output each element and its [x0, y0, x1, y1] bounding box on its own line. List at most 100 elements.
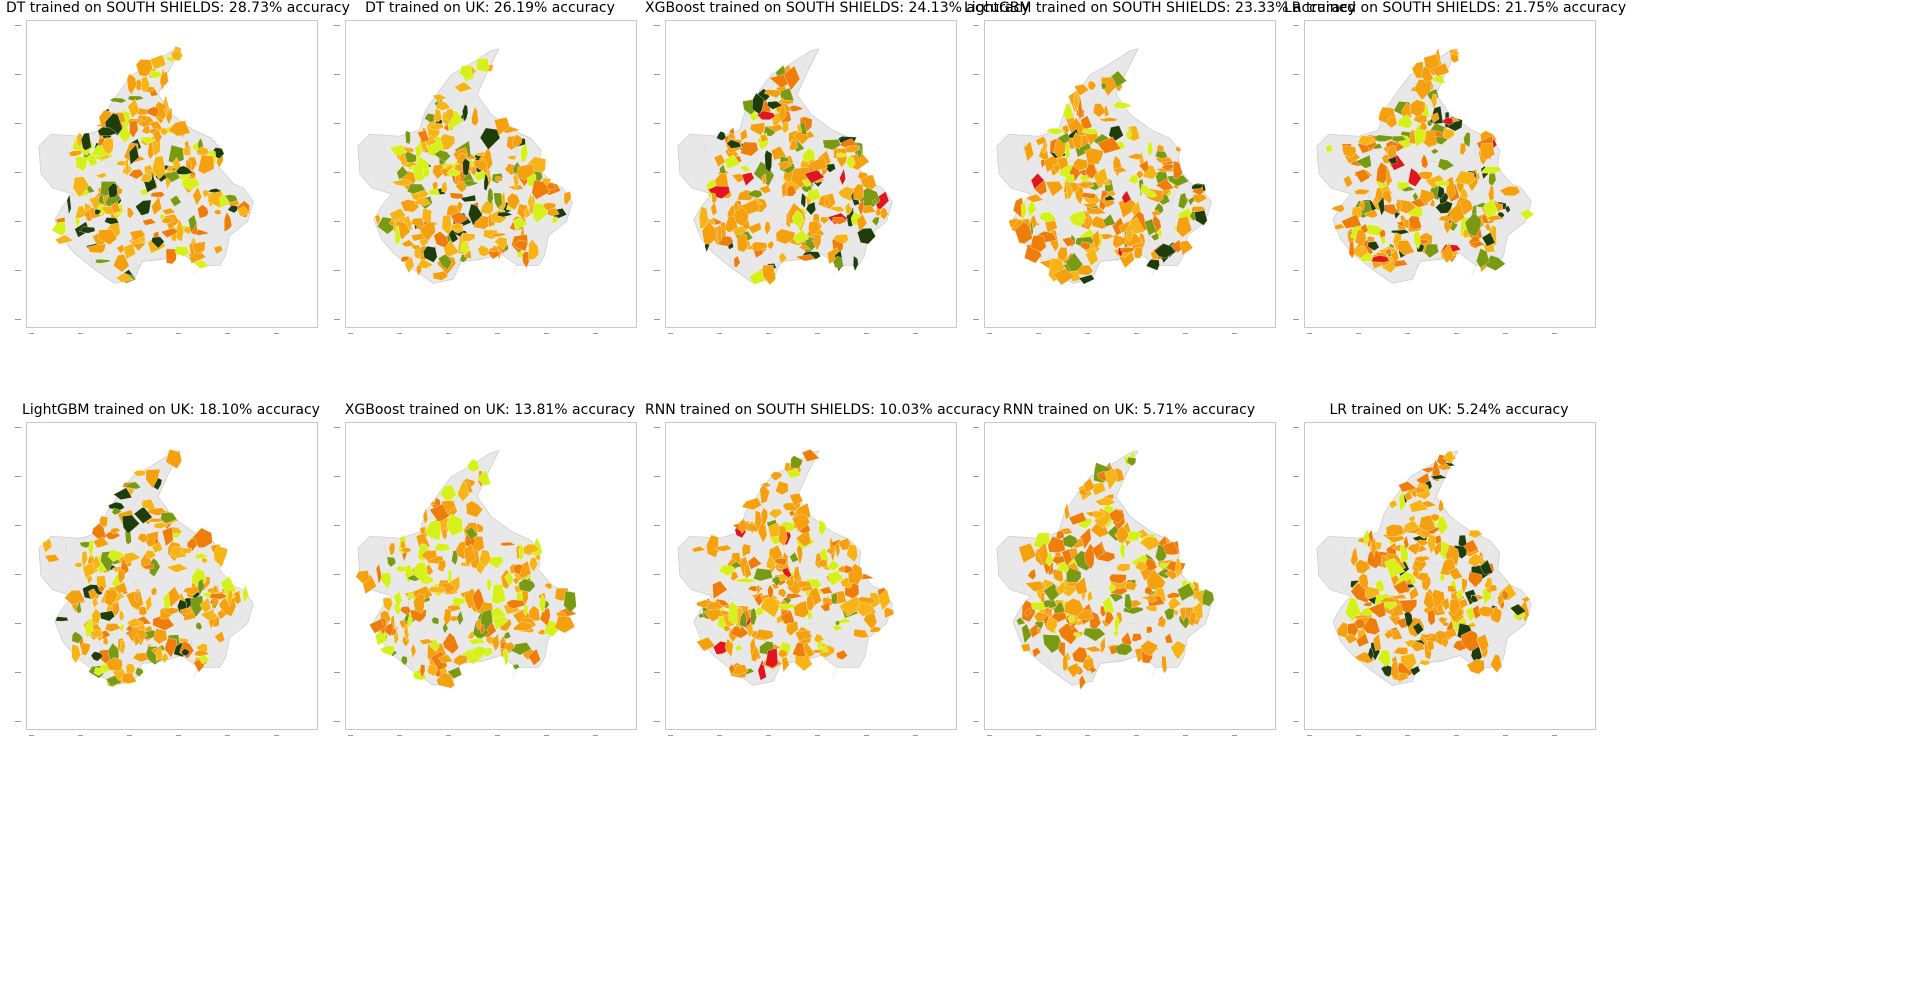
- area-patch: [192, 241, 206, 255]
- x-axis-ticks: [346, 329, 636, 339]
- area-patch: [411, 561, 429, 583]
- area-patch: [1403, 519, 1420, 533]
- area-boundary: [768, 665, 781, 675]
- x-tick: [225, 735, 230, 736]
- area-patch: [1390, 660, 1400, 681]
- y-tick: [334, 476, 340, 477]
- area-boundary: [88, 191, 92, 205]
- y-tick: [973, 672, 979, 673]
- area-patch: [1014, 221, 1033, 244]
- area-patch: [771, 575, 782, 587]
- area-patch: [119, 623, 125, 633]
- area-patch: [137, 533, 149, 544]
- area-boundary: [825, 244, 830, 248]
- area-patch: [1035, 136, 1047, 146]
- area-boundary: [450, 93, 459, 107]
- area-patch: [468, 637, 487, 645]
- area-patch: [1454, 170, 1475, 186]
- area-patch: [1085, 247, 1099, 266]
- area-boundary: [770, 495, 779, 509]
- area-patch: [431, 616, 440, 625]
- y-tick: [973, 25, 979, 26]
- area-patch: [224, 194, 238, 203]
- area-patch: [400, 655, 408, 666]
- area-patch: [829, 206, 845, 213]
- area-patch: [754, 628, 774, 640]
- area-patch: [1409, 586, 1419, 601]
- area-patch: [706, 534, 719, 558]
- area-boundary: [1427, 562, 1438, 565]
- area-patch: [422, 507, 428, 526]
- y-tick: [1293, 623, 1299, 624]
- area-patch: [1091, 542, 1105, 559]
- area-patch: [1413, 555, 1431, 563]
- area-patch: [105, 657, 123, 672]
- area-patch: [101, 137, 114, 154]
- area-patch: [1065, 252, 1084, 272]
- area-patch: [92, 555, 101, 572]
- area-patch: [696, 636, 716, 652]
- y-tick: [654, 319, 660, 320]
- area-patch: [793, 565, 800, 584]
- area-patch: [1372, 633, 1382, 652]
- y-tick: [973, 525, 979, 526]
- area-patch: [113, 581, 128, 594]
- area-patch: [1078, 174, 1091, 182]
- area-patch: [1024, 141, 1034, 162]
- area-patch: [1067, 615, 1075, 623]
- area-boundary: [1090, 576, 1094, 585]
- area-patch: [459, 64, 473, 80]
- area-patch: [104, 623, 122, 632]
- area-patch: [161, 216, 175, 224]
- area-patch: [794, 254, 816, 262]
- area-boundary: [102, 159, 115, 168]
- y-tick: [15, 623, 21, 624]
- area-patch: [1102, 213, 1116, 227]
- area-patch: [1100, 77, 1117, 97]
- area-patch: [1330, 204, 1346, 213]
- area-patch: [528, 648, 541, 666]
- area-patch: [780, 610, 795, 625]
- area-patch: [1405, 215, 1422, 231]
- area-patch: [110, 527, 121, 535]
- area-patch: [1145, 190, 1157, 198]
- area-patch: [1129, 216, 1146, 235]
- x-tick: [1232, 735, 1237, 736]
- area-patch: [140, 173, 153, 182]
- y-tick: [654, 574, 660, 575]
- choropleth-map: [996, 449, 1215, 691]
- area-patch: [98, 229, 118, 246]
- area-patch: [807, 609, 813, 622]
- area-boundary: [1464, 244, 1469, 248]
- area-patch: [160, 512, 178, 524]
- area-patch: [1154, 156, 1174, 164]
- area-patch: [1341, 145, 1357, 158]
- area-patch: [433, 231, 449, 249]
- area-patch: [1045, 181, 1064, 197]
- area-patch: [805, 201, 816, 216]
- area-patch: [141, 125, 151, 135]
- area-patch: [423, 168, 430, 178]
- choropleth-map: [38, 46, 254, 284]
- area-patch: [113, 253, 130, 273]
- area-patch: [405, 130, 411, 145]
- area-patch: [1404, 611, 1413, 628]
- area-patch: [1147, 141, 1154, 158]
- area-patch: [74, 205, 88, 219]
- area-patch: [426, 664, 438, 677]
- area-patch: [116, 244, 126, 254]
- area-patch: [1334, 223, 1346, 230]
- area-patch: [213, 209, 223, 215]
- area-patch: [766, 101, 783, 110]
- area-patch: [355, 570, 371, 584]
- area-boundary: [704, 142, 707, 155]
- area-patch: [66, 193, 72, 215]
- x-tick: [1307, 735, 1312, 736]
- area-patch: [845, 145, 860, 153]
- y-tick: [654, 172, 660, 173]
- area-patch: [518, 541, 524, 561]
- area-patch: [1447, 201, 1465, 225]
- area-patch: [827, 570, 844, 587]
- area-boundary: [448, 263, 461, 273]
- area-patch: [701, 221, 718, 245]
